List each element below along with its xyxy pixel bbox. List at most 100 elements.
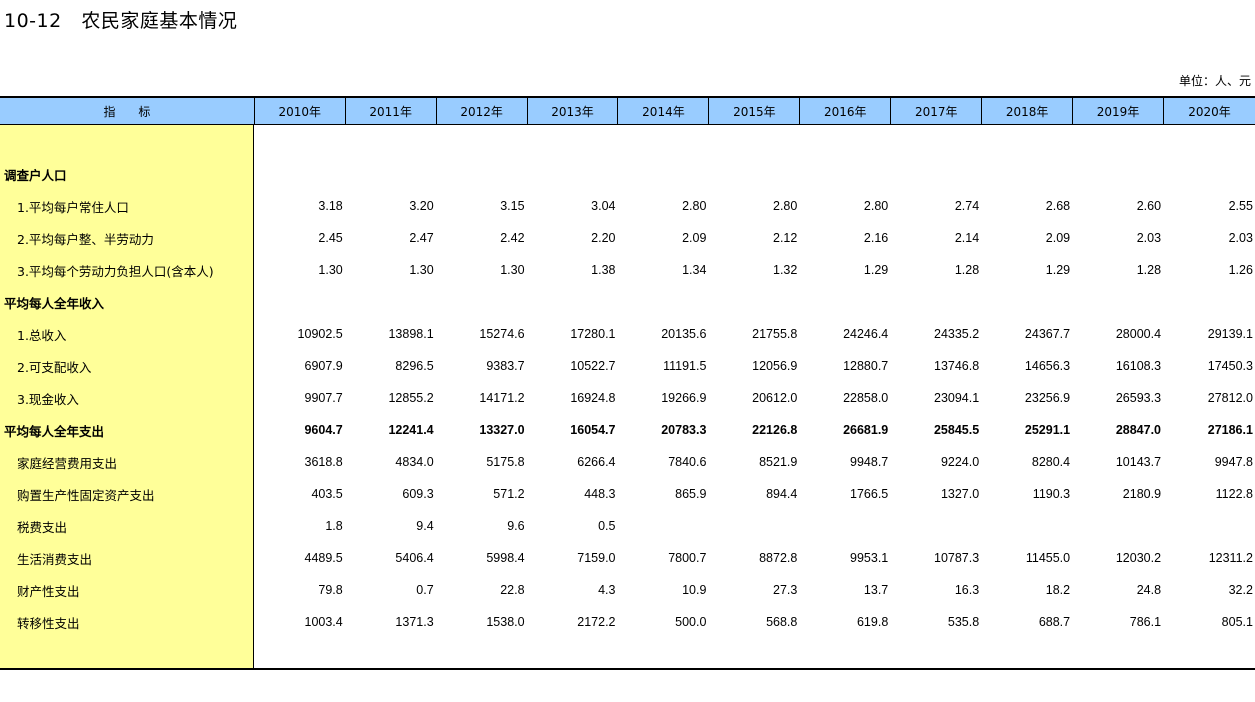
table-cell: 18.2 bbox=[1045, 583, 1071, 597]
table-cell: 535.8 bbox=[947, 615, 980, 629]
table-cell: 19266.9 bbox=[661, 391, 707, 405]
table-cell: 0.7 bbox=[416, 583, 434, 597]
row-label: 3.平均每个劳动力负担人口(含本人) bbox=[17, 263, 214, 279]
table-cell: 1538.0 bbox=[486, 615, 525, 629]
row-label: 1.总收入 bbox=[17, 327, 67, 343]
table-cell: 2.16 bbox=[863, 231, 889, 245]
table-cell: 9.4 bbox=[416, 519, 434, 533]
table-cell: 9224.0 bbox=[940, 455, 980, 469]
table-cell: 403.5 bbox=[311, 487, 343, 501]
table-cell: 23256.9 bbox=[1024, 391, 1071, 405]
table-cell: 2.12 bbox=[773, 231, 798, 245]
table-cell: 9.6 bbox=[507, 519, 525, 533]
table-cell: 1.28 bbox=[1136, 263, 1162, 277]
table-cell: 27812.0 bbox=[1207, 391, 1253, 405]
header-year: 2012年 bbox=[435, 98, 527, 124]
table-header: 指 标 2010年 2011年 2012年 2013年 2014年 2015年 … bbox=[0, 96, 1255, 125]
table-cell: 894.4 bbox=[766, 487, 798, 501]
table-cell: 32.2 bbox=[1228, 583, 1253, 597]
table-cell: 568.8 bbox=[766, 615, 798, 629]
table-cell: 26593.3 bbox=[1115, 391, 1162, 405]
table-cell: 13746.8 bbox=[934, 359, 980, 373]
table-cell: 16054.7 bbox=[570, 423, 616, 437]
table-cell: 1.38 bbox=[591, 263, 616, 277]
header-year: 2010年 bbox=[253, 98, 345, 124]
table-cell: 23094.1 bbox=[934, 391, 980, 405]
header-year: 2014年 bbox=[617, 98, 708, 124]
table-cell: 20135.6 bbox=[661, 327, 707, 341]
table-cell: 14656.3 bbox=[1024, 359, 1071, 373]
table-cell: 1.30 bbox=[500, 263, 525, 277]
table-cell: 500.0 bbox=[675, 615, 707, 629]
row-label: 家庭经营费用支出 bbox=[17, 455, 118, 471]
table-cell: 10902.5 bbox=[297, 327, 343, 341]
table-cell: 2.20 bbox=[591, 231, 616, 245]
table-cell: 8296.5 bbox=[395, 359, 434, 373]
table-row: 3.现金收入 9907.7 12855.2 14171.2 16924.8 19266.9… bbox=[0, 382, 1255, 414]
table-cell: 1327.0 bbox=[940, 487, 980, 501]
table-cell: 16924.8 bbox=[570, 391, 616, 405]
table-cell: 2.45 bbox=[318, 231, 343, 245]
table-cell: 3618.8 bbox=[304, 455, 343, 469]
table-cell: 10522.7 bbox=[570, 359, 616, 373]
table-cell: 20612.0 bbox=[752, 391, 798, 405]
table-row: 税费支出 1.8 9.4 9.6 0.5 bbox=[0, 510, 1255, 542]
table-cell: 1122.8 bbox=[1215, 487, 1253, 501]
table-cell: 1.28 bbox=[954, 263, 980, 277]
table-cell: 2180.9 bbox=[1122, 487, 1162, 501]
table-cell: 4489.5 bbox=[304, 551, 343, 565]
table-cell: 4834.0 bbox=[395, 455, 434, 469]
table-cell: 13327.0 bbox=[479, 423, 525, 437]
table-cell: 13898.1 bbox=[388, 327, 434, 341]
table-row: 家庭经营费用支出 3618.8 4834.0 5175.8 6266.4 7840.6 85… bbox=[0, 446, 1255, 478]
table-cell: 79.8 bbox=[318, 583, 343, 597]
header-year: 2011年 bbox=[344, 98, 436, 124]
table-cell: 9953.1 bbox=[850, 551, 889, 565]
table-cell: 14171.2 bbox=[479, 391, 525, 405]
table-cell: 5175.8 bbox=[486, 455, 525, 469]
table-cell: 12855.2 bbox=[388, 391, 434, 405]
row-label: 3.现金收入 bbox=[17, 391, 79, 407]
row-label: 1.平均每户常住人口 bbox=[17, 199, 129, 215]
table-cell: 6266.4 bbox=[577, 455, 616, 469]
table-cell: 8280.4 bbox=[1031, 455, 1071, 469]
table-cell: 29139.1 bbox=[1207, 327, 1253, 341]
table-cell: 2.74 bbox=[954, 199, 980, 213]
table-cell: 2.47 bbox=[409, 231, 434, 245]
table-cell: 619.8 bbox=[856, 615, 889, 629]
table-cell: 24246.4 bbox=[843, 327, 889, 341]
table-cell: 9383.7 bbox=[486, 359, 525, 373]
page-title: 10-12 农民家庭基本情况 bbox=[4, 10, 238, 32]
table-cell: 17450.3 bbox=[1207, 359, 1253, 373]
table-cell: 22126.8 bbox=[752, 423, 798, 437]
table-cell: 571.2 bbox=[493, 487, 525, 501]
table-cell: 25291.1 bbox=[1024, 423, 1071, 437]
table-cell: 2.14 bbox=[954, 231, 980, 245]
table-cell: 2.68 bbox=[1045, 199, 1071, 213]
table-row: 生活消费支出 4489.5 5406.4 5998.4 7159.0 7800.7 8872… bbox=[0, 542, 1255, 574]
table-cell: 21755.8 bbox=[752, 327, 798, 341]
table-cell: 25845.5 bbox=[933, 423, 980, 437]
table-cell: 12030.2 bbox=[1115, 551, 1162, 565]
table-cell: 7800.7 bbox=[668, 551, 707, 565]
row-label: 税费支出 bbox=[17, 519, 68, 535]
table-cell: 1.32 bbox=[773, 263, 798, 277]
table-cell: 8872.8 bbox=[759, 551, 798, 565]
row-label: 2.平均每户整、半劳动力 bbox=[17, 231, 154, 247]
column-divider bbox=[253, 125, 254, 668]
row-label: 平均每人全年支出 bbox=[4, 423, 105, 439]
table-cell: 26681.9 bbox=[843, 423, 889, 437]
table-cell: 6907.9 bbox=[304, 359, 343, 373]
table-cell: 805.1 bbox=[1221, 615, 1253, 629]
table-cell: 1.29 bbox=[863, 263, 889, 277]
table-cell: 3.04 bbox=[591, 199, 616, 213]
table-cell: 27186.1 bbox=[1207, 423, 1253, 437]
table-cell: 10143.7 bbox=[1115, 455, 1162, 469]
table-cell: 4.3 bbox=[598, 583, 616, 597]
table-cell: 24.8 bbox=[1136, 583, 1162, 597]
table-cell: 5406.4 bbox=[395, 551, 434, 565]
table-cell: 1.30 bbox=[318, 263, 343, 277]
table-cell: 3.18 bbox=[318, 199, 343, 213]
table-cell: 16108.3 bbox=[1115, 359, 1162, 373]
table-cell: 11191.5 bbox=[663, 359, 707, 373]
